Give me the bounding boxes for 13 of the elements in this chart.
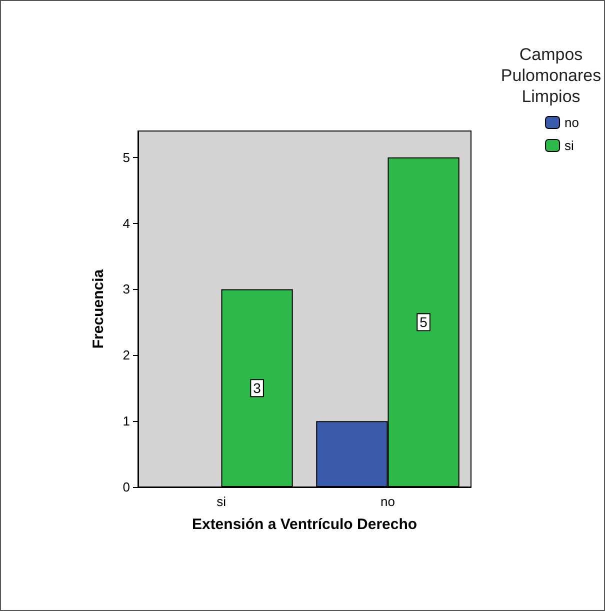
y-tick-label: 5: [122, 150, 130, 165]
data-label: 3: [253, 380, 262, 396]
y-tick-label: 2: [122, 348, 130, 363]
x-axis-title: Extensión a Ventrículo Derecho: [192, 516, 418, 533]
y-tick-label: 3: [122, 282, 130, 297]
y-tick-label: 1: [122, 414, 130, 429]
data-label: 5: [420, 314, 428, 330]
legend-label: si: [564, 138, 574, 153]
y-axis-title: Frecuencia: [90, 268, 107, 349]
y-tick-label: 0: [122, 480, 130, 494]
legend-title: Campos Pulomonares Limpios: [500, 45, 602, 106]
legend-label: no: [564, 115, 580, 130]
y-tick-label: 4: [122, 216, 130, 231]
